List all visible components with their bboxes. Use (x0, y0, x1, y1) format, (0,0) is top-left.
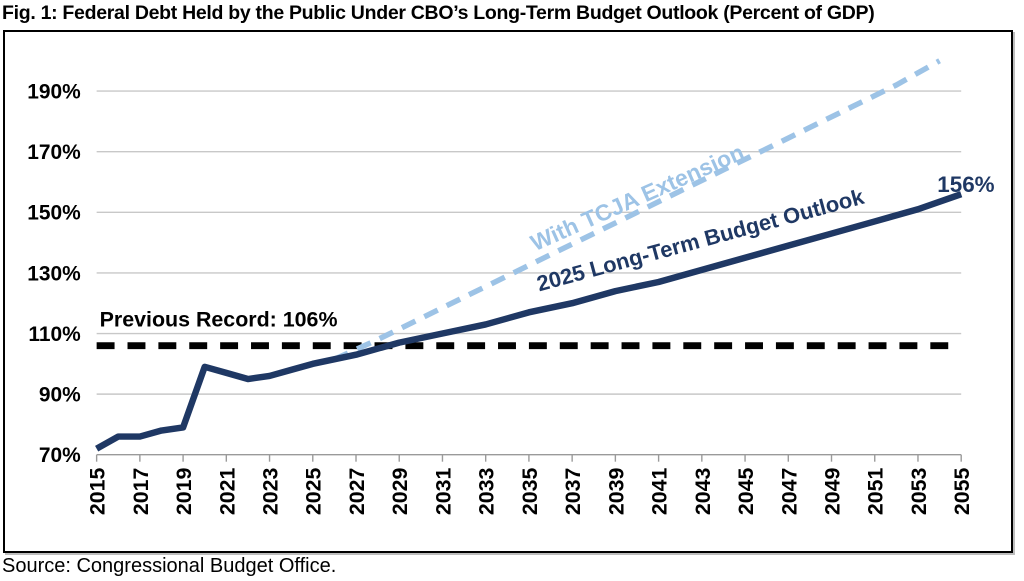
x-tick-label: 2055 (950, 468, 974, 516)
series-line-with-tcja-extension (333, 58, 941, 362)
x-tick-label: 2051 (864, 468, 888, 516)
x-tick-label: 2049 (820, 468, 844, 516)
series-line-2025-long-term-budget-outlook (95, 191, 963, 452)
x-tick-label: 2025 (302, 468, 326, 516)
chart-frame: 190% 170% 150% 130% 110% 90% 70% 2015 2017 2019 20… (3, 30, 1013, 553)
x-tick-label: 2033 (475, 468, 499, 516)
x-tick-label: 2045 (734, 468, 758, 516)
x-tick-label: 2053 (907, 468, 931, 516)
x-tick-label: 2031 (431, 468, 455, 516)
x-tick-label: 2021 (215, 468, 239, 516)
prev-record-label: Previous Record: 106% (100, 308, 338, 332)
source-note: Source: Congressional Budget Office. (2, 555, 337, 577)
x-tick-label: 2037 (561, 468, 585, 515)
x-tick-label: 2015 (86, 468, 110, 516)
y-tick-label: 110% (28, 323, 80, 346)
x-tick-label: 2043 (691, 468, 715, 516)
figure-title: Fig. 1: Federal Debt Held by the Public … (2, 2, 875, 24)
x-tick-label: 2035 (518, 468, 542, 516)
x-tick-label: 2041 (648, 468, 672, 516)
x-tick-label: 2019 (172, 468, 196, 516)
y-tick-label: 130% (27, 262, 80, 285)
x-tick-label: 2047 (777, 468, 801, 515)
x-tick-label: 2029 (388, 468, 412, 516)
x-tick-label: 2039 (604, 468, 628, 516)
x-tick-label: 2027 (345, 468, 369, 515)
y-tick-label: 190% (27, 81, 80, 104)
x-tick-label: 2017 (129, 468, 153, 515)
x-tick-label: 2023 (258, 468, 282, 516)
y-tick-label: 170% (27, 141, 80, 164)
end-value-label: 156% (937, 172, 994, 197)
debt-chart: 190% 170% 150% 130% 110% 90% 70%2015 2017 2019 20… (27, 58, 995, 516)
y-tick-label: 90% (39, 384, 81, 407)
y-tick-label: 150% (27, 202, 80, 225)
y-tick-label: 70% (39, 444, 81, 467)
